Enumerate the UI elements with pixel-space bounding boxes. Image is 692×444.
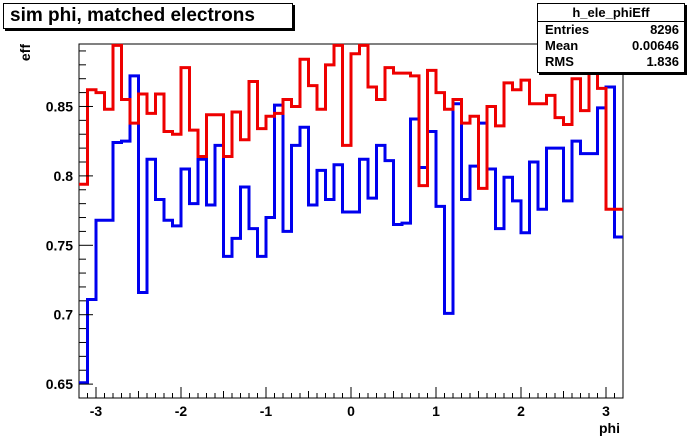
x-axis-label: phi: [599, 420, 620, 436]
chart-title: sim phi, matched electrons: [10, 5, 255, 26]
stats-value: 8296: [650, 22, 679, 37]
y-tick-label: 0.75: [46, 237, 73, 253]
stats-label: RMS: [545, 54, 574, 69]
stats-row: RMS 1.836: [538, 54, 684, 70]
series-line-2: [79, 43, 623, 211]
axis-layer: -3 -2 -1 0 1 2 3 0.65 0.7 0.75 0.8 0.85: [46, 50, 624, 419]
y-tick-label: 0.65: [46, 376, 73, 392]
x-tick-label: -3: [90, 403, 103, 419]
stats-label: Entries: [545, 22, 590, 37]
stats-row: Entries 8296: [538, 22, 684, 38]
y-tick-label: 0.8: [54, 168, 74, 184]
series-line-1: [79, 74, 623, 385]
x-tick-label: 0: [347, 403, 355, 419]
stats-box: h_ele_phiEff Entries 8296 Mean 0.00646 R…: [537, 3, 685, 73]
x-tick-label: 3: [602, 403, 610, 419]
stats-label: Mean: [545, 38, 579, 53]
y-tick-label: 0.7: [54, 307, 74, 323]
x-tick-label: -2: [175, 403, 188, 419]
x-tick-label: 2: [517, 403, 525, 419]
x-tick-label: 1: [432, 403, 440, 419]
chart-title-box: sim phi, matched electrons: [3, 3, 293, 29]
stats-value: 1.836: [646, 54, 679, 69]
x-tick-label: -1: [260, 403, 273, 419]
y-axis-label: eff: [17, 44, 33, 61]
stats-value: 0.00646: [632, 38, 679, 53]
series-layer: [79, 43, 623, 385]
stats-box-title: h_ele_phiEff: [538, 4, 684, 22]
stats-row: Mean 0.00646: [538, 38, 684, 54]
y-tick-label: 0.85: [46, 98, 73, 114]
